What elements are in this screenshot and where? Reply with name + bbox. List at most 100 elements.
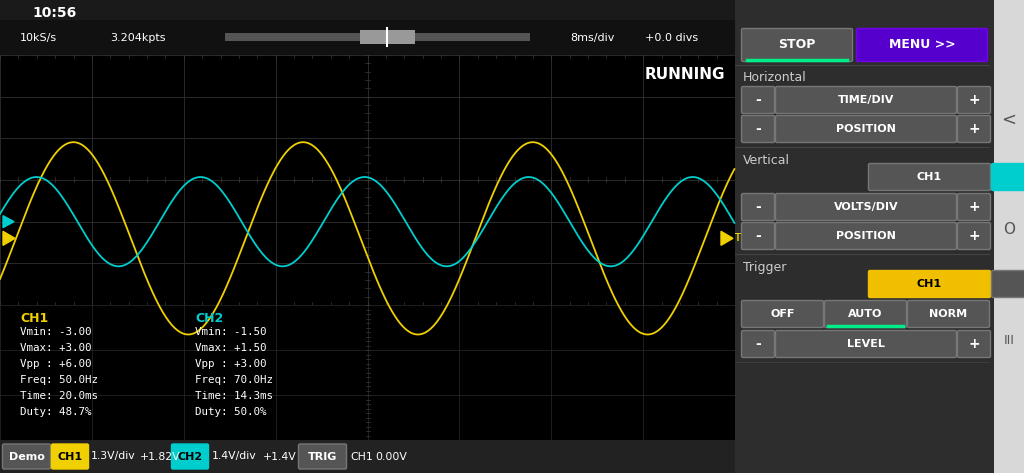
Text: T: T (734, 233, 740, 243)
Text: Vertical: Vertical (743, 154, 790, 166)
Text: +: + (968, 93, 980, 107)
FancyBboxPatch shape (868, 164, 990, 191)
Text: O: O (1002, 222, 1015, 237)
Text: Vmin: -1.50: Vmin: -1.50 (195, 327, 266, 337)
FancyBboxPatch shape (775, 193, 956, 220)
Text: POSITION: POSITION (836, 124, 896, 134)
Text: 8ms/div: 8ms/div (570, 33, 614, 43)
Text: +1.82V: +1.82V (140, 452, 180, 462)
Text: CH1: CH1 (916, 172, 942, 182)
Text: -: - (755, 93, 761, 107)
Text: LEVEL: LEVEL (847, 339, 885, 349)
FancyBboxPatch shape (741, 115, 774, 142)
FancyBboxPatch shape (907, 300, 989, 327)
Text: 10kS/s: 10kS/s (20, 33, 57, 43)
Bar (735, 0, 1024, 473)
Bar (0, 0, 1024, 20)
Text: AUTO: AUTO (848, 309, 883, 319)
FancyBboxPatch shape (957, 115, 990, 142)
FancyBboxPatch shape (991, 271, 1024, 298)
Text: Vpp : +6.00: Vpp : +6.00 (20, 359, 91, 369)
Text: 58%: 58% (885, 7, 909, 17)
Text: Time: 14.3ms: Time: 14.3ms (195, 391, 273, 401)
Polygon shape (3, 231, 15, 245)
FancyBboxPatch shape (51, 444, 88, 469)
Bar (0, 55, 735, 305)
Text: +: + (968, 337, 980, 351)
Text: STOP: STOP (778, 38, 816, 52)
FancyBboxPatch shape (957, 193, 990, 220)
Text: +: + (968, 200, 980, 214)
Text: Duty: 48.7%: Duty: 48.7% (20, 407, 91, 417)
Text: Vmin: -3.00: Vmin: -3.00 (20, 327, 91, 337)
Text: Vpp : +3.00: Vpp : +3.00 (195, 359, 266, 369)
Text: RUNNING: RUNNING (645, 68, 725, 82)
Text: T: T (734, 233, 740, 243)
FancyBboxPatch shape (741, 222, 774, 249)
Text: +1.4V: +1.4V (263, 452, 297, 462)
Text: -: - (755, 200, 761, 214)
FancyBboxPatch shape (991, 164, 1024, 191)
FancyBboxPatch shape (741, 28, 853, 61)
FancyBboxPatch shape (957, 331, 990, 358)
Text: +0.0 divs: +0.0 divs (645, 33, 698, 43)
FancyBboxPatch shape (299, 444, 346, 469)
Text: Trigger: Trigger (743, 261, 786, 273)
Text: Duty: 50.0%: Duty: 50.0% (195, 407, 266, 417)
Text: POSITION: POSITION (836, 231, 896, 241)
Bar (0, 20, 735, 55)
Text: CH1: CH1 (350, 452, 373, 462)
Bar (360, 30, 415, 44)
FancyBboxPatch shape (957, 87, 990, 114)
Text: TRIG: TRIG (308, 452, 337, 462)
FancyBboxPatch shape (957, 222, 990, 249)
Text: TIME/DIV: TIME/DIV (838, 95, 894, 105)
Text: Time: 20.0ms: Time: 20.0ms (20, 391, 98, 401)
FancyBboxPatch shape (741, 300, 823, 327)
FancyBboxPatch shape (868, 271, 990, 298)
FancyBboxPatch shape (171, 444, 209, 469)
FancyBboxPatch shape (824, 300, 906, 327)
Bar (994, 0, 1024, 473)
Text: CH2: CH2 (177, 452, 203, 462)
Bar (225, 33, 530, 41)
Text: 10:56: 10:56 (33, 6, 77, 20)
FancyBboxPatch shape (741, 193, 774, 220)
Text: -: - (755, 229, 761, 243)
Text: 3.204kpts: 3.204kpts (110, 33, 166, 43)
Text: OFF: OFF (770, 309, 795, 319)
FancyBboxPatch shape (741, 331, 774, 358)
FancyBboxPatch shape (775, 115, 956, 142)
Text: <: < (1001, 111, 1017, 129)
Text: VOLTS/DIV: VOLTS/DIV (834, 202, 898, 212)
Text: NORM: NORM (930, 309, 968, 319)
Text: Vmax: +3.00: Vmax: +3.00 (20, 343, 91, 353)
FancyBboxPatch shape (775, 87, 956, 114)
Bar (0, 305, 735, 440)
Text: Demo: Demo (8, 452, 44, 462)
Text: -: - (755, 122, 761, 136)
Text: CH1: CH1 (916, 279, 942, 289)
Text: 1.4V/div: 1.4V/div (212, 452, 257, 462)
Text: CH1: CH1 (57, 452, 83, 462)
FancyBboxPatch shape (741, 87, 774, 114)
Polygon shape (3, 216, 14, 228)
Text: CH1: CH1 (20, 312, 48, 324)
Text: -: - (755, 337, 761, 351)
Text: +: + (968, 122, 980, 136)
Text: Horizontal: Horizontal (743, 71, 807, 85)
Text: ▉: ▉ (920, 7, 929, 18)
FancyBboxPatch shape (775, 331, 956, 358)
Polygon shape (721, 231, 733, 245)
Text: III: III (1004, 333, 1015, 347)
Text: MENU >>: MENU >> (889, 38, 955, 52)
Text: 1.3V/div: 1.3V/div (91, 452, 135, 462)
Text: Freq: 50.0Hz: Freq: 50.0Hz (20, 375, 98, 385)
Text: +: + (968, 229, 980, 243)
FancyBboxPatch shape (2, 444, 50, 469)
Text: 0.00V: 0.00V (375, 452, 407, 462)
Text: Freq: 70.0Hz: Freq: 70.0Hz (195, 375, 273, 385)
Text: ▾▾  ☔  .ul: ▾▾ ☔ .ul (820, 7, 863, 17)
FancyBboxPatch shape (856, 28, 987, 61)
Text: CH2: CH2 (195, 312, 223, 324)
